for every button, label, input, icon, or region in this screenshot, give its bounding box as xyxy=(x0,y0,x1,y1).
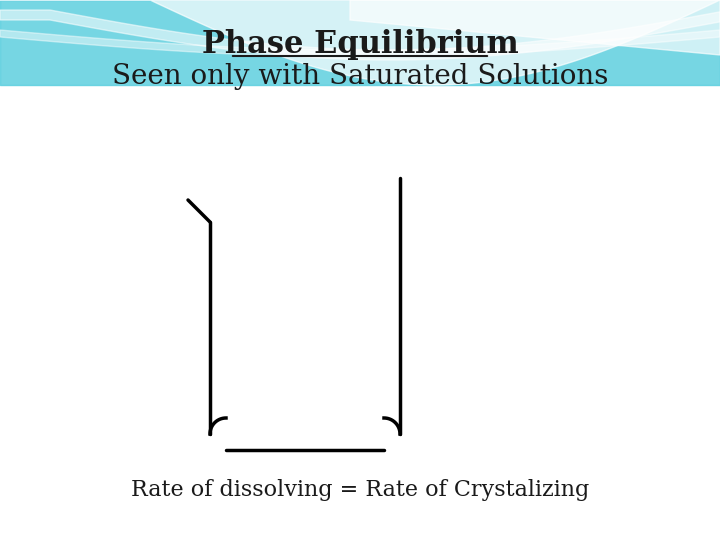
Text: Seen only with Saturated Solutions: Seen only with Saturated Solutions xyxy=(112,63,608,90)
Text: Phase Equilibrium: Phase Equilibrium xyxy=(202,29,518,59)
Polygon shape xyxy=(350,0,720,55)
Text: Rate of dissolving = Rate of Crystalizing: Rate of dissolving = Rate of Crystalizin… xyxy=(131,479,589,501)
